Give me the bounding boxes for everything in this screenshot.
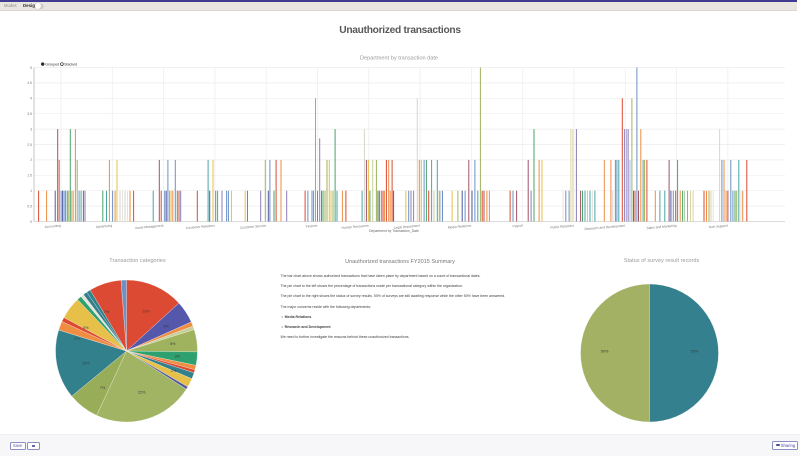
svg-text:50%: 50%	[601, 349, 609, 353]
svg-text:3.5: 3.5	[27, 112, 32, 116]
svg-text:Asset Management: Asset Management	[135, 224, 164, 230]
svg-text:Finance: Finance	[306, 224, 318, 229]
svg-text:4: 4	[30, 97, 32, 101]
svg-text:Grouped: Grouped	[45, 63, 59, 67]
svg-text:Department by transaction date: Department by transaction date	[360, 56, 438, 62]
svg-text:7%: 7%	[104, 310, 110, 314]
svg-text:2%: 2%	[171, 369, 177, 373]
svg-text:7%: 7%	[100, 386, 106, 390]
svg-text:Customer Relations: Customer Relations	[186, 224, 216, 231]
svg-text:Human Resources: Human Resources	[341, 224, 369, 230]
svg-text:Legal Department: Legal Department	[394, 224, 421, 230]
svg-text:1: 1	[30, 189, 32, 193]
svg-text:3: 3	[30, 127, 32, 131]
svg-text:5%: 5%	[83, 326, 89, 330]
svg-text:5%: 5%	[170, 342, 176, 346]
svg-text:2: 2	[30, 158, 32, 162]
svg-text:5: 5	[30, 66, 32, 70]
svg-text:22%: 22%	[138, 391, 146, 395]
svg-text:Tech Support: Tech Support	[708, 224, 728, 230]
svg-text:5%: 5%	[163, 324, 169, 328]
svg-text:Research and Development: Research and Development	[584, 224, 625, 232]
svg-text:Accounting: Accounting	[44, 224, 61, 229]
svg-text:15%: 15%	[82, 362, 90, 366]
svg-text:0: 0	[30, 220, 32, 224]
svg-text:2%: 2%	[74, 337, 80, 341]
svg-text:1.5: 1.5	[27, 174, 32, 178]
svg-text:Stacked: Stacked	[64, 63, 77, 67]
svg-text:13%: 13%	[142, 310, 150, 314]
svg-text:3%: 3%	[175, 355, 181, 359]
svg-text:Department by Transaction_Date: Department by Transaction_Date	[369, 229, 419, 233]
svg-text:Payroll: Payroll	[512, 224, 523, 229]
svg-text:Public Relations: Public Relations	[550, 224, 574, 230]
svg-text:2.5: 2.5	[27, 143, 32, 147]
svg-text:Advertising: Advertising	[96, 224, 113, 229]
svg-text:Media Relations: Media Relations	[448, 224, 472, 230]
svg-text:50%: 50%	[691, 349, 699, 353]
svg-text:0.5: 0.5	[27, 204, 32, 208]
svg-text:Sales and Marketing: Sales and Marketing	[646, 224, 676, 231]
svg-text:4.5: 4.5	[27, 81, 32, 85]
svg-text:Customer Service: Customer Service	[240, 224, 267, 230]
